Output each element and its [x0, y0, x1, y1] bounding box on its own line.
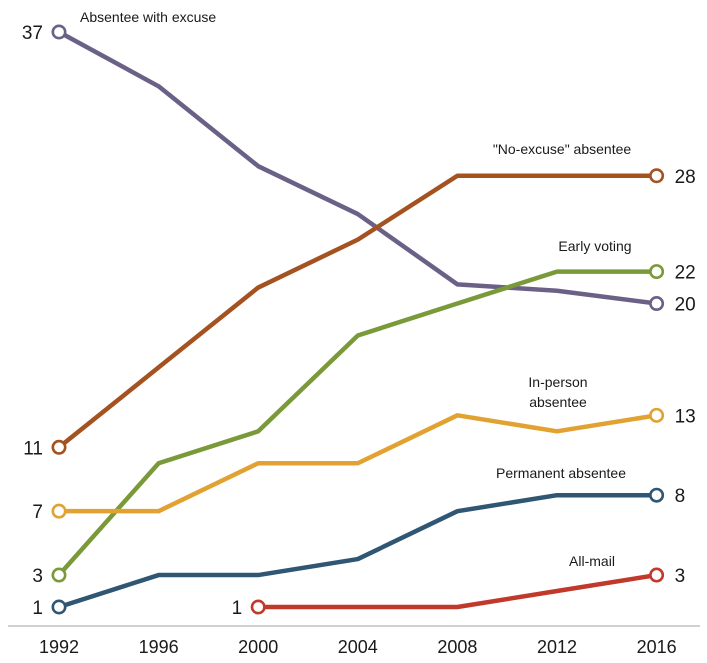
- end-marker-absentee-with-excuse: [649, 296, 665, 312]
- start-marker-no-excuse-absentee: [51, 439, 67, 455]
- series-name-label-absentee-with-excuse: Absentee with excuse: [80, 9, 216, 25]
- x-tick-label-2008: 2008: [437, 637, 477, 657]
- series-line-permanent-absentee: [56, 492, 659, 610]
- end-value-label-all-mail: 3: [675, 566, 686, 587]
- start-marker-all-mail: [250, 599, 266, 615]
- start-marker-early-voting: [51, 567, 67, 583]
- start-marker-absentee-with-excuse: [51, 24, 67, 40]
- end-value-label-in-person-absentee: 13: [675, 406, 696, 427]
- series-line-all-mail: [255, 572, 659, 610]
- end-marker-in-person-absentee: [649, 407, 665, 423]
- series-line-in-person-absentee: [56, 413, 659, 514]
- start-marker-in-person-absentee: [51, 503, 67, 519]
- x-tick-label-2016: 2016: [637, 637, 677, 657]
- x-tick-label-1996: 1996: [139, 637, 179, 657]
- series-name-label-no-excuse-absentee: "No-excuse" absentee: [493, 141, 632, 157]
- series-end-markers: [51, 24, 665, 615]
- x-axis-ticks: 1992 1996 2000 2004 2008 2012 2016: [39, 637, 677, 657]
- series-name-label-all-mail: All-mail: [569, 553, 615, 569]
- end-value-label-early-voting: 22: [675, 263, 696, 284]
- end-value-label-no-excuse-absentee: 28: [675, 167, 696, 188]
- end-marker-all-mail: [649, 567, 665, 583]
- x-tick-label-1992: 1992: [39, 637, 79, 657]
- x-tick-label-2012: 2012: [537, 637, 577, 657]
- series-lines: [56, 29, 659, 610]
- end-marker-no-excuse-absentee: [649, 168, 665, 184]
- series-name-label-in-person-absentee: In-person absentee: [528, 374, 587, 410]
- start-value-label-early-voting: 3: [32, 566, 43, 587]
- series-line-early-voting: [56, 269, 659, 578]
- start-value-label-in-person-absentee: 7: [32, 502, 43, 523]
- series-name-label-permanent-absentee: Permanent absentee: [496, 465, 626, 481]
- end-value-label-permanent-absentee: 8: [675, 486, 686, 507]
- x-tick-label-2000: 2000: [238, 637, 278, 657]
- start-marker-permanent-absentee: [51, 599, 67, 615]
- end-value-label-absentee-with-excuse: 20: [675, 295, 696, 316]
- series-name-label-early-voting: Early voting: [558, 238, 631, 254]
- x-tick-label-2004: 2004: [338, 637, 378, 657]
- start-value-label-no-excuse-absentee: 11: [23, 438, 43, 459]
- series-line-no-excuse-absentee: [56, 173, 659, 450]
- series-line-absentee-with-excuse: [56, 29, 659, 306]
- start-value-label-all-mail: 1: [232, 598, 243, 619]
- end-marker-early-voting: [649, 264, 665, 280]
- start-value-label-absentee-with-excuse: 37: [22, 23, 43, 44]
- start-value-label-permanent-absentee: 1: [32, 598, 43, 619]
- end-marker-permanent-absentee: [649, 487, 665, 503]
